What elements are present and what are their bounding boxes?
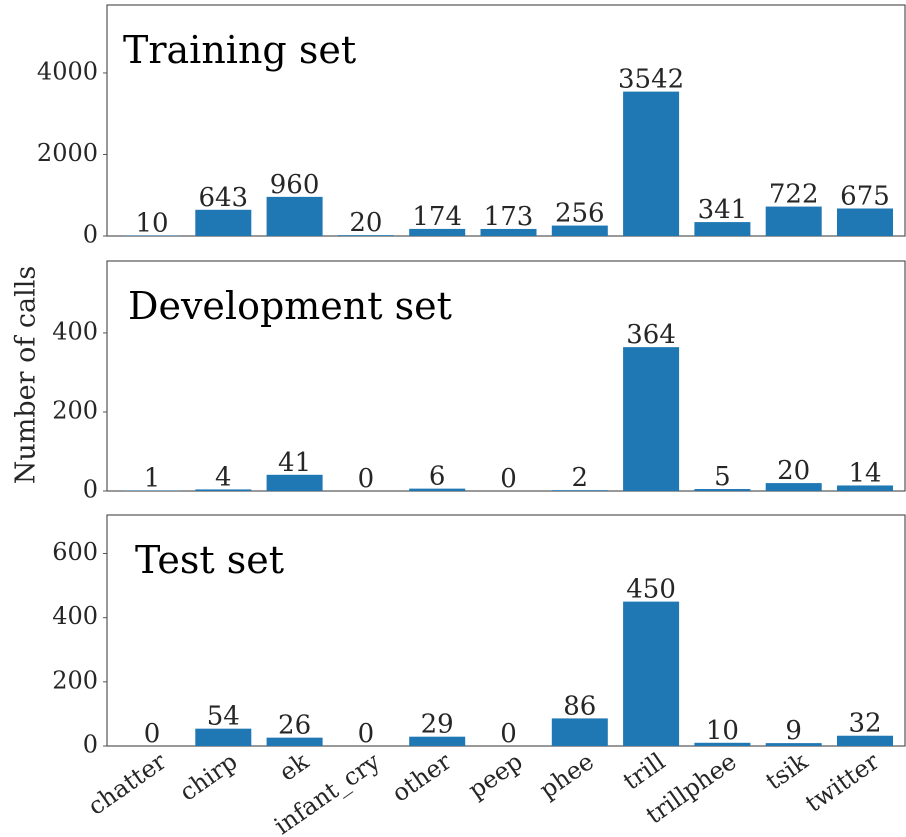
value-label: 20 bbox=[349, 208, 382, 238]
value-label: 0 bbox=[500, 719, 517, 749]
bar bbox=[266, 737, 323, 746]
value-label: 173 bbox=[484, 202, 534, 232]
value-label: 10 bbox=[135, 209, 168, 239]
x-tick-label: other bbox=[387, 747, 457, 808]
bar bbox=[337, 235, 394, 236]
x-tick-label: trill bbox=[618, 747, 670, 795]
value-label: 643 bbox=[198, 183, 248, 213]
value-label: 4 bbox=[215, 462, 232, 492]
bar bbox=[266, 196, 323, 236]
x-tick-label: phee bbox=[534, 747, 599, 804]
bar bbox=[195, 728, 252, 746]
y-tick-label: 4000 bbox=[37, 57, 98, 85]
bar bbox=[623, 91, 680, 236]
value-label: 14 bbox=[848, 458, 881, 488]
value-label: 0 bbox=[144, 719, 161, 749]
chart-title: Development set bbox=[128, 284, 452, 328]
value-label: 256 bbox=[555, 199, 605, 229]
value-label: 341 bbox=[698, 195, 748, 225]
bar bbox=[551, 718, 608, 746]
value-label: 86 bbox=[563, 691, 596, 721]
bar bbox=[765, 743, 822, 746]
y-tick-label: 0 bbox=[83, 731, 98, 759]
bar bbox=[266, 474, 323, 491]
x-tick-label: twitter bbox=[800, 747, 884, 818]
value-label: 0 bbox=[358, 719, 375, 749]
y-tick-label: 400 bbox=[52, 317, 98, 345]
value-label: 2 bbox=[572, 463, 589, 493]
bar bbox=[765, 483, 822, 491]
bar bbox=[694, 222, 751, 236]
value-label: 0 bbox=[500, 464, 517, 494]
y-tick-label: 200 bbox=[52, 396, 98, 424]
value-label: 450 bbox=[626, 575, 676, 605]
x-tick-label: peep bbox=[463, 747, 528, 804]
y-tick-label: 400 bbox=[52, 602, 98, 630]
value-label: 722 bbox=[769, 180, 819, 210]
x-tick-label: tsik bbox=[761, 747, 814, 796]
value-label: 41 bbox=[278, 448, 311, 478]
bar bbox=[409, 736, 466, 746]
value-label: 32 bbox=[848, 709, 881, 739]
axes-frame bbox=[106, 260, 906, 492]
value-label: 54 bbox=[207, 702, 240, 732]
bar bbox=[765, 206, 822, 236]
x-tick-label: chirp bbox=[174, 747, 242, 806]
bar bbox=[623, 601, 680, 746]
bar bbox=[837, 208, 893, 236]
bar bbox=[623, 347, 680, 491]
bar bbox=[409, 488, 466, 491]
value-label: 675 bbox=[840, 181, 890, 211]
value-label: 960 bbox=[270, 170, 320, 200]
chart-title: Training set bbox=[123, 28, 356, 72]
value-label: 9 bbox=[785, 716, 802, 746]
bar bbox=[837, 485, 893, 491]
bar bbox=[551, 225, 608, 236]
value-label: 26 bbox=[278, 711, 311, 741]
value-label: 5 bbox=[714, 462, 731, 492]
y-tick-label: 2000 bbox=[37, 139, 98, 167]
value-label: 20 bbox=[777, 456, 810, 486]
bar bbox=[694, 742, 751, 746]
value-label: 10 bbox=[706, 716, 739, 746]
bar bbox=[837, 735, 893, 746]
value-label: 3542 bbox=[618, 65, 684, 95]
bar bbox=[195, 489, 252, 491]
bar bbox=[480, 228, 537, 236]
axes-frame bbox=[106, 514, 906, 747]
chart-title: Test set bbox=[135, 538, 284, 582]
y-tick-label: 200 bbox=[52, 666, 98, 694]
value-label: 29 bbox=[421, 710, 454, 740]
value-label: 6 bbox=[429, 462, 446, 492]
bar bbox=[409, 228, 466, 236]
y-tick-label: 0 bbox=[83, 221, 98, 249]
y-tick-label: 600 bbox=[52, 538, 98, 566]
bar bbox=[694, 489, 751, 491]
value-label: 0 bbox=[358, 464, 375, 494]
bar bbox=[551, 490, 608, 491]
value-label: 1 bbox=[144, 464, 161, 494]
x-tick-label: ek bbox=[274, 747, 314, 787]
y-tick-label: 0 bbox=[83, 476, 98, 504]
y-axis-label: Number of calls bbox=[11, 266, 42, 485]
value-label: 174 bbox=[412, 202, 462, 232]
value-label: 364 bbox=[626, 320, 676, 350]
bar bbox=[195, 209, 252, 236]
